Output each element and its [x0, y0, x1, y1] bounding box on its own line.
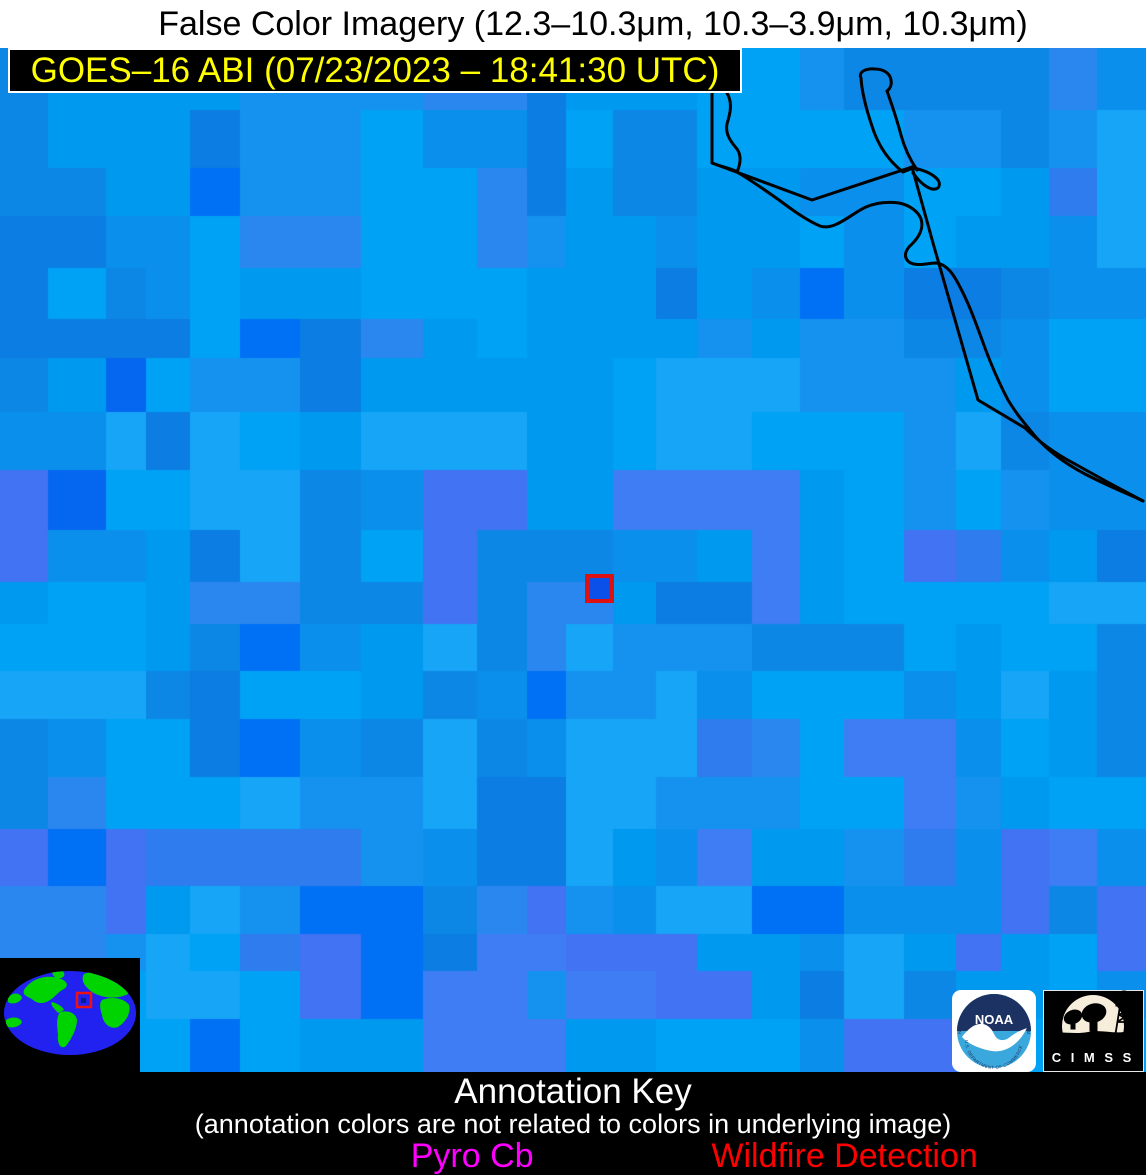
globe-footprint-dot	[81, 998, 86, 1003]
noaa-wordmark: NOAA	[975, 1012, 1014, 1027]
cimss-logo: C I M S S	[1043, 990, 1144, 1072]
annotation-item-wildfire: Wildfire Detection	[711, 1137, 978, 1175]
annotation-key-subtitle: (annotation colors are not related to co…	[194, 1109, 952, 1139]
annotation-key-bar: Annotation Key (annotation colors are no…	[0, 1072, 1146, 1175]
page-title: False Color Imagery (12.3–10.3μm, 10.3–3…	[158, 4, 1028, 43]
locator-map	[0, 958, 140, 1072]
annotation-key-title: Annotation Key	[454, 1072, 692, 1111]
annotation-key-items: Pyro Cb Wildfire Detection	[0, 1138, 1146, 1174]
globe-footprint-marker	[75, 991, 93, 1009]
title-bar: False Color Imagery (12.3–10.3μm, 10.3–3…	[0, 0, 1146, 48]
noaa-emblem-top	[957, 994, 1031, 1031]
noaa-gull-icon	[962, 1023, 1027, 1052]
timestamp-text: GOES–16 ABI (07/23/2023 – 18:41:30 UTC)	[30, 50, 720, 90]
annotation-item-pyrocb: Pyro Cb	[410, 1137, 534, 1175]
cimss-silhouette	[1045, 990, 1142, 1070]
imagery-canvas	[0, 48, 1146, 1072]
cimss-wordmark: C I M S S	[1052, 1050, 1135, 1065]
timestamp-banner: GOES–16 ABI (07/23/2023 – 18:41:30 UTC)	[8, 48, 742, 93]
noaa-logo: NOAA NATIONAL OCEANIC AND ATMOSPHERIC AD…	[952, 990, 1036, 1072]
